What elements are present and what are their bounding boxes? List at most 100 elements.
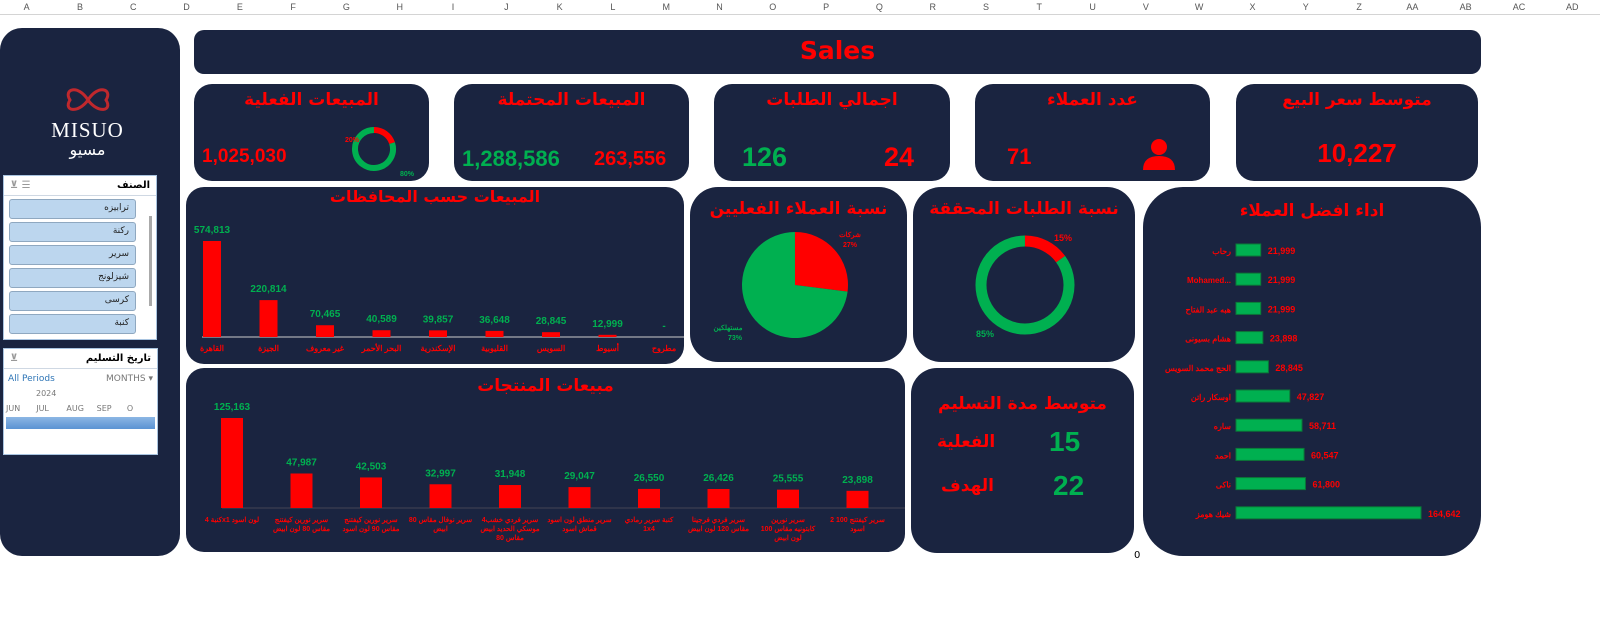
bar	[542, 332, 560, 337]
column-header[interactable]: X	[1249, 2, 1256, 12]
timeline-month[interactable]: AUG	[66, 404, 84, 413]
category-label: السويس	[537, 344, 565, 354]
column-header[interactable]: Z	[1356, 2, 1362, 12]
data-label: 26,426	[703, 473, 734, 484]
data-label: 23,898	[1270, 334, 1298, 344]
column-header[interactable]: R	[929, 2, 936, 12]
column-header[interactable]: H	[396, 2, 403, 12]
kpi-customers: عدد العملاء 71	[975, 84, 1210, 181]
data-label: 61,800	[1312, 480, 1340, 490]
column-header[interactable]: U	[1089, 2, 1096, 12]
data-label: 39,857	[423, 314, 454, 325]
timeline-bar[interactable]	[6, 417, 155, 429]
column-header[interactable]: V	[1142, 2, 1149, 12]
slicer-item[interactable]: سرير	[9, 245, 136, 265]
column-header[interactable]: AC	[1512, 2, 1526, 12]
timeline-month[interactable]: SEP	[96, 404, 112, 413]
chart-title: مبيعات المنتجات	[477, 376, 614, 396]
bar	[259, 300, 278, 337]
clear-filter-icon[interactable]: ☰ ⊻	[10, 180, 31, 191]
label-line: 2 سرير كيفتنج 100	[830, 516, 885, 524]
column-header[interactable]: N	[716, 2, 723, 12]
column-header[interactable]: O	[769, 2, 777, 12]
column-header[interactable]: J	[504, 2, 509, 12]
column-header[interactable]: AA	[1406, 2, 1419, 12]
timeline-month[interactable]: JUN	[6, 404, 21, 413]
user-icon	[1143, 139, 1175, 170]
column-header[interactable]: I	[451, 2, 455, 12]
label-line: مقاس 90 لون اسود	[342, 525, 399, 533]
category-label: احمد	[1215, 451, 1231, 460]
pie-label: مستهلكين	[714, 324, 743, 332]
kpi-value-remaining: 263,556	[594, 148, 667, 170]
data-label: 42,503	[356, 461, 387, 472]
label-line: كابتونيه مقاس 100	[761, 525, 816, 533]
label-line: سرير فردي فرجينا	[692, 516, 745, 525]
kpi-title: متوسط سعر البيع	[1282, 90, 1432, 110]
kpi-avg-price: متوسط سعر البيع 10,227	[1236, 84, 1478, 181]
column-header[interactable]: AB	[1459, 2, 1472, 12]
column-header[interactable]: K	[556, 2, 563, 12]
data-label: 125,163	[214, 402, 251, 413]
pie-label: شركات	[839, 231, 861, 239]
column-header[interactable]: D	[183, 2, 190, 12]
bar	[316, 325, 334, 337]
column-header[interactable]: L	[610, 2, 616, 12]
column-header[interactable]: G	[342, 2, 350, 12]
donut-slice	[373, 127, 395, 145]
column-header[interactable]: AD	[1566, 2, 1579, 12]
delivery-duration-panel: متوسط مدة التسليم 15 الفعلية 22 الهدف	[911, 368, 1134, 553]
category-label: هشام بسيونى	[1185, 335, 1231, 345]
column-header[interactable]: T	[1036, 2, 1043, 12]
donut-label: 15%	[1054, 233, 1072, 243]
timeline-month[interactable]: JUL	[36, 404, 49, 413]
timeline-month[interactable]: O	[126, 404, 134, 413]
column-header[interactable]: S	[982, 2, 989, 12]
bar	[290, 473, 313, 508]
label-line: سرير نورين	[771, 517, 805, 524]
column-header[interactable]: C	[129, 2, 137, 12]
category-label: البحر الأحمر	[361, 342, 402, 354]
all-periods-link[interactable]: All Periods	[8, 374, 55, 384]
slicer-item[interactable]: كنبة	[9, 314, 136, 334]
column-header[interactable]: P	[823, 2, 830, 12]
column-header[interactable]: B	[76, 2, 83, 12]
slicer-item[interactable]: ركنة	[9, 222, 136, 242]
data-label: 12,999	[592, 319, 623, 330]
data-label: 28,845	[1275, 363, 1303, 373]
column-header[interactable]: M	[662, 2, 670, 12]
kpi-value: 10,227	[1317, 138, 1397, 168]
slicer-item[interactable]: ترابيزه	[9, 199, 136, 219]
column-header[interactable]: E	[236, 2, 243, 12]
column-header[interactable]: W	[1194, 2, 1204, 12]
scrollbar[interactable]	[149, 216, 152, 306]
label-line: مقاس 80	[496, 534, 524, 542]
column-header[interactable]: A	[23, 2, 30, 12]
kpi-potential-sales: المبيعات المحتملة 1,288,586 263,556	[454, 84, 689, 181]
clear-filter-icon[interactable]: ⊻	[10, 353, 19, 364]
data-label: 28,845	[536, 316, 567, 327]
slicer-item[interactable]: شيزلونج	[9, 268, 136, 288]
category-label: القاهرة	[200, 344, 224, 354]
fulfilled-orders-chart: نسبة الطلبات المحققة 15% 85%	[913, 187, 1135, 362]
column-header[interactable]: F	[290, 2, 296, 12]
category-slicer[interactable]: الصنف ☰ ⊻ ترابيزه ركنة سرير شيزلونج كرسى كنبة	[3, 175, 157, 340]
top-customers-chart: اداء افضل العملاء رحاب 21,999 Mohamed... 21…	[1143, 187, 1481, 556]
bar	[1235, 360, 1269, 374]
bar	[1235, 243, 1262, 257]
category-label: الحج محمد السويس	[1165, 364, 1231, 374]
column-header[interactable]: Q	[875, 2, 883, 12]
data-label: 32,997	[425, 468, 456, 479]
slicer-item[interactable]: كرسى	[9, 291, 136, 311]
page-title: Sales	[799, 36, 876, 65]
category-label: مطروح	[652, 344, 676, 354]
kpi-title: عدد العملاء	[1047, 90, 1138, 110]
pie-slice	[742, 232, 848, 338]
date-slicer[interactable]: تاريخ التسليم ⊻ All Periods MONTHS ▾ 2024 …	[3, 348, 158, 455]
column-header[interactable]: Y	[1302, 2, 1309, 12]
category-label: أسيوط	[596, 341, 619, 354]
year-label: 2024	[36, 389, 57, 398]
timeline-unit-dropdown[interactable]: MONTHS ▾	[106, 374, 153, 384]
category-label: 4سرير فردي خشب موسكي الحديد ابيض مقاس 80	[480, 517, 540, 542]
bar	[638, 488, 660, 508]
